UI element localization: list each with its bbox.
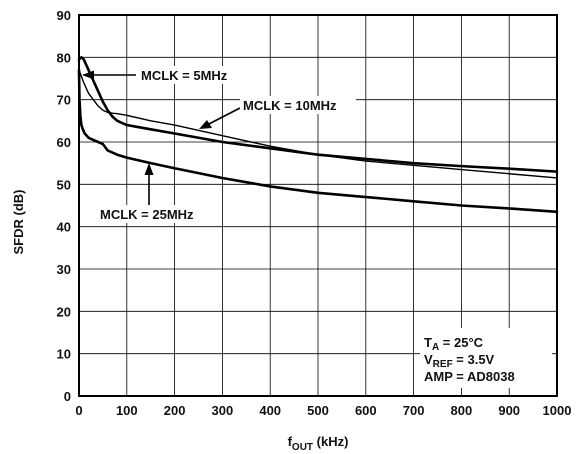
annotation-mclk-25mhz: MCLK = 25MHz [96, 163, 218, 223]
annotation-label: MCLK = 5MHz [141, 68, 228, 83]
y-tick-label: 90 [57, 8, 71, 23]
condition-ta-value: = 25°C [439, 335, 483, 350]
y-tick-label: 0 [64, 389, 71, 404]
plot-frame [78, 14, 558, 397]
condition-amp: AMP = AD8038 [424, 369, 515, 384]
x-tick-label: 900 [498, 403, 520, 418]
condition-vref-sub: REF [433, 359, 453, 370]
series-line-2 [77, 68, 559, 214]
y-tick-label: 80 [57, 50, 71, 65]
y-tick-label: 50 [57, 177, 71, 192]
tick-labels: 0 100 200 300 400 500 600 700 800 900 1000 0 10 20 30 4… [57, 8, 572, 418]
y-tick-label: 30 [57, 262, 71, 277]
condition-ta-sub: A [432, 342, 439, 353]
y-tick-label: 20 [57, 304, 71, 319]
x-tick-label: 400 [259, 403, 281, 418]
x-tick-label: 600 [355, 403, 377, 418]
x-axis-label-sub: OUT [292, 442, 313, 453]
test-conditions: TA = 25°C VREF = 3.5V AMP = AD8038 [420, 328, 552, 388]
condition-vref-main: V [424, 352, 433, 367]
x-tick-label: 700 [403, 403, 425, 418]
annotation-label: MCLK = 10MHz [243, 98, 337, 113]
annotation-mclk-5mhz: MCLK = 5MHz [82, 66, 247, 84]
x-tick-label: 500 [307, 403, 329, 418]
x-tick-label: 1000 [543, 403, 572, 418]
condition-ta: TA = 25°C [424, 335, 484, 353]
x-axis-label-unit: (kHz) [313, 434, 348, 449]
x-axis-label: fOUT (kHz) [288, 434, 349, 453]
series-line-1 [78, 69, 558, 179]
y-tick-label: 10 [57, 347, 71, 362]
x-tick-label: 800 [451, 403, 473, 418]
annotation-label: MCLK = 25MHz [100, 207, 194, 222]
x-tick-label: 200 [164, 403, 186, 418]
condition-ta-main: T [424, 335, 432, 350]
x-axis-label-main: f [288, 434, 293, 449]
condition-vref: VREF = 3.5V [424, 352, 495, 370]
x-tick-label: 300 [212, 403, 234, 418]
x-tick-label: 0 [75, 403, 82, 418]
y-axis-label: SFDR (dB) [11, 190, 26, 255]
annotation-mclk-10mhz: MCLK = 10MHz [199, 96, 356, 129]
x-tick-label: 100 [116, 403, 138, 418]
y-tick-label: 70 [57, 93, 71, 108]
condition-vref-value: = 3.5V [453, 352, 495, 367]
y-tick-label: 60 [57, 135, 71, 150]
y-tick-label: 40 [57, 220, 71, 235]
